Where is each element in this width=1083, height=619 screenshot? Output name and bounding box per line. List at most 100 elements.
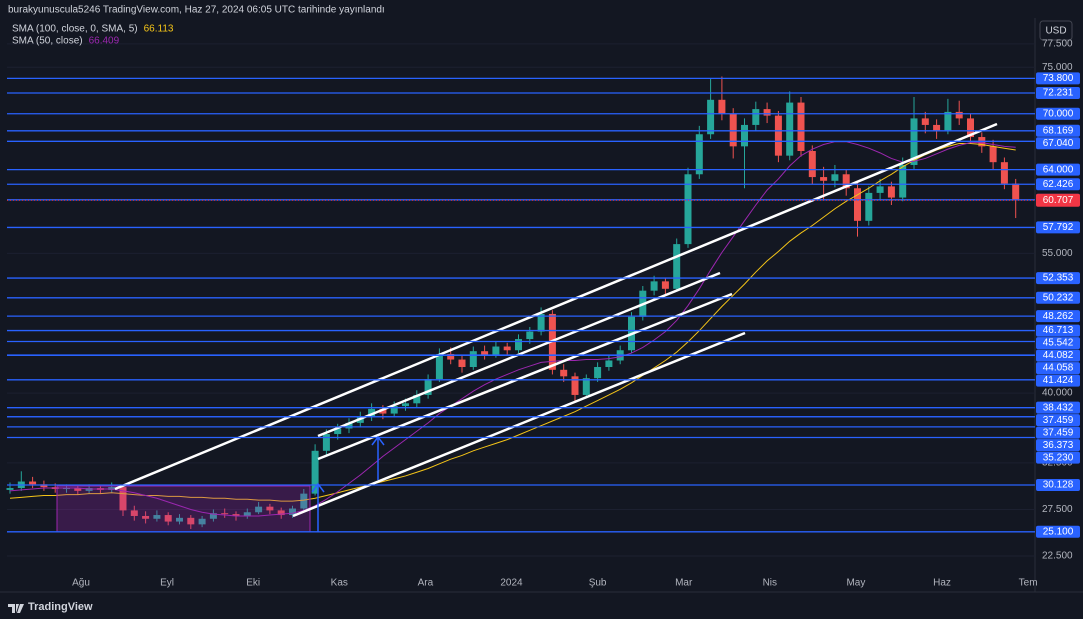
candle-body: [560, 369, 568, 377]
level-tag: [1036, 349, 1080, 362]
level-label: 38.432: [1043, 402, 1074, 413]
candle-body: [243, 512, 251, 516]
candle-body: [447, 353, 455, 360]
candle-body: [198, 518, 206, 525]
level-label: 46.713: [1043, 325, 1074, 336]
candle-body: [526, 331, 534, 340]
level-tag: [1036, 291, 1080, 304]
candle-body: [899, 164, 907, 198]
candle-body: [955, 111, 963, 119]
level-tag: [1036, 310, 1080, 323]
level-label: 72.231: [1043, 88, 1074, 99]
level-tag: [1036, 86, 1080, 99]
candle-body: [424, 379, 432, 395]
x-tick-label: Nis: [763, 578, 777, 589]
indicator-value: 66.113: [144, 24, 174, 35]
candle-body: [334, 428, 342, 435]
level-tag: [1036, 221, 1080, 234]
level-label: 67.040: [1043, 138, 1074, 149]
x-tick-label: Eki: [246, 578, 260, 589]
candle-body: [164, 515, 172, 522]
level-tag: [1036, 362, 1080, 375]
x-tick-label: 2024: [500, 578, 523, 589]
candle-body: [515, 339, 522, 351]
candle-body: [322, 434, 330, 451]
y-tick-label: 22.500: [1042, 551, 1073, 562]
candle-body: [741, 124, 748, 147]
level-label: 68.169: [1043, 125, 1074, 136]
candle-body: [311, 450, 319, 494]
candle-body: [481, 351, 489, 355]
candle-body: [119, 487, 127, 511]
candle-body: [469, 351, 477, 368]
x-tick-label: May: [846, 578, 865, 589]
candle-body: [153, 515, 161, 519]
candle-body: [774, 115, 782, 156]
candle-body: [865, 192, 873, 221]
indicator-name: SMA (50, close): [12, 36, 83, 47]
level-tag: [1036, 124, 1080, 137]
candle-body: [876, 186, 884, 193]
candle-body: [933, 124, 941, 131]
candle-body: [345, 422, 353, 429]
candle-body: [808, 151, 816, 178]
level-tag: [1036, 137, 1080, 150]
candle-body: [673, 244, 681, 289]
candle-body: [187, 517, 195, 525]
candle-body: [537, 313, 545, 332]
level-label: 37.459: [1043, 415, 1074, 426]
candle-body: [390, 406, 398, 414]
candle-body: [718, 99, 726, 114]
candle-body: [820, 177, 828, 181]
candle-body: [74, 488, 82, 491]
x-tick-label: Ağu: [72, 578, 90, 589]
level-label: 25.100: [1043, 526, 1074, 537]
level-label: 35.230: [1043, 452, 1074, 463]
candle-body: [458, 359, 466, 368]
level-label: 64.000: [1043, 164, 1074, 175]
range-box: [56, 485, 311, 533]
candle-body: [255, 506, 263, 513]
x-tick-label: Eyl: [160, 578, 174, 589]
level-label: 37.459: [1043, 427, 1074, 438]
candle-body: [707, 99, 715, 135]
x-tick-label: Kas: [331, 578, 348, 589]
currency-button[interactable]: [1039, 20, 1073, 41]
candle-body: [1000, 162, 1008, 184]
level-tag: [1036, 478, 1080, 491]
candle-body: [571, 376, 579, 395]
candle-body: [503, 346, 511, 351]
sma-line: [9, 141, 1016, 517]
y-tick-label: 55.000: [1042, 248, 1073, 259]
candle-body: [797, 102, 805, 152]
currency[interactable]: USD: [1045, 26, 1066, 37]
level-label: 44.058: [1043, 363, 1074, 374]
candle-body: [944, 111, 952, 131]
level-tag: [1036, 374, 1080, 387]
arrow: [311, 482, 325, 532]
candle-body: [989, 146, 997, 163]
candle-body: [605, 360, 613, 368]
candle-body: [842, 174, 850, 189]
level-label: 70.000: [1043, 108, 1074, 119]
x-tick-label: Şub: [589, 578, 607, 589]
y-tick-label: 75.000: [1042, 62, 1073, 73]
candle-body: [176, 517, 183, 522]
level-label: 57.792: [1043, 222, 1074, 233]
indicator-name: SMA (100, close, 0, SMA, 5): [12, 24, 138, 35]
candle-body: [402, 403, 409, 407]
candle-body: [594, 367, 602, 379]
candle-body: [209, 513, 217, 519]
candle-body: [1012, 183, 1020, 201]
x-tick-label: Tem: [1019, 578, 1038, 589]
level-label: 45.542: [1043, 338, 1074, 349]
y-tick-label: 77.500: [1042, 39, 1073, 50]
candle-body: [695, 134, 703, 175]
candle-body: [831, 174, 839, 181]
level-tag: [1036, 107, 1080, 120]
candle-body: [379, 408, 387, 414]
level-tag: [1036, 163, 1080, 176]
candle-body: [221, 513, 229, 515]
logo: TradingView: [28, 601, 93, 613]
